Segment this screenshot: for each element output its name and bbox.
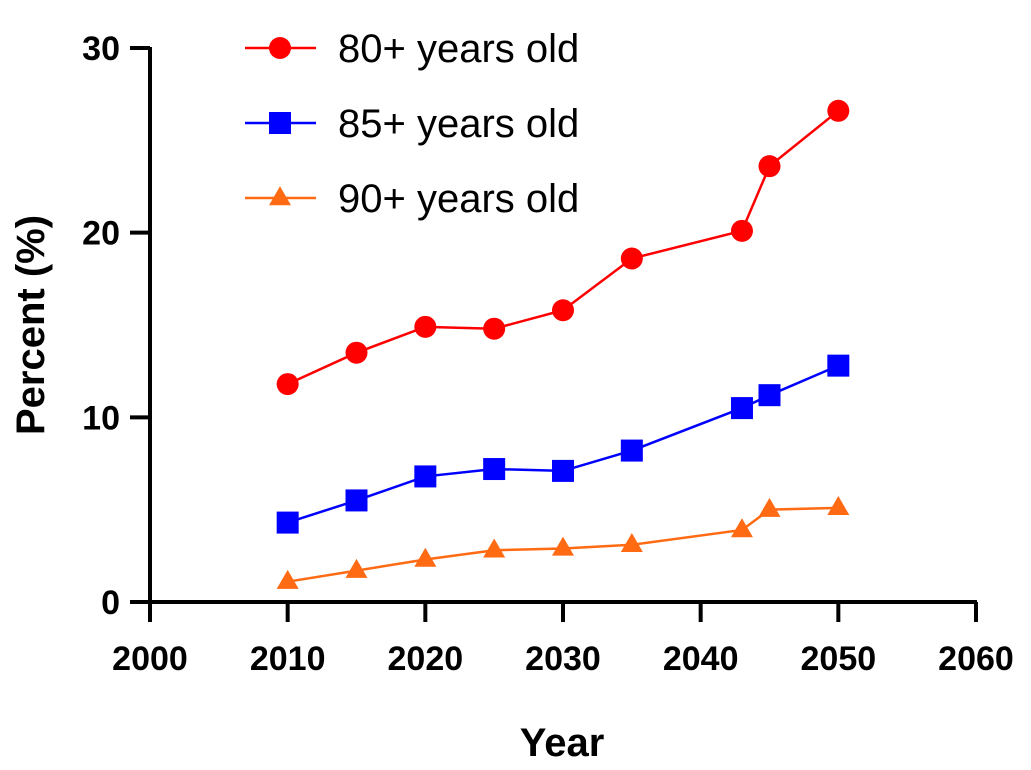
- legend-label: 85+ years old: [338, 102, 579, 146]
- legend-marker: [269, 112, 291, 134]
- data-point: [345, 489, 368, 512]
- series-2: [276, 354, 850, 534]
- x-tick-label: 2020: [388, 640, 464, 678]
- data-point: [827, 496, 850, 516]
- legend: 80+ years old 85+ years old 90+ years old: [245, 27, 579, 221]
- data-point: [730, 219, 753, 242]
- x-tick-label: 2030: [525, 640, 601, 678]
- legend-item-2: 85+ years old: [245, 102, 579, 146]
- data-point: [414, 315, 437, 338]
- data-point: [276, 511, 299, 534]
- legend-label: 90+ years old: [338, 177, 579, 221]
- data-point: [620, 439, 643, 462]
- data-point: [345, 341, 368, 364]
- legend-item-1: 80+ years old: [245, 27, 579, 71]
- y-tick-label: 20: [82, 215, 120, 253]
- data-point: [730, 518, 753, 538]
- data-point: [552, 536, 574, 556]
- y-axis-title: Percent (%): [9, 215, 53, 435]
- data-point: [414, 465, 437, 488]
- data-point: [483, 317, 506, 340]
- data-point: [758, 155, 781, 178]
- series-3: [276, 496, 850, 589]
- data-point: [552, 299, 574, 322]
- data-point: [483, 538, 506, 558]
- data-point: [758, 384, 781, 407]
- series-line: [287, 364, 839, 524]
- legend-item-3: 90+ years old: [245, 177, 579, 221]
- x-tick-label: 2060: [938, 640, 1014, 678]
- data-point: [414, 547, 437, 567]
- y-tick-label: 10: [82, 399, 120, 437]
- data-point: [827, 99, 850, 122]
- x-tick-label: 2000: [112, 640, 188, 678]
- data-point: [552, 459, 574, 482]
- legend-label: 80+ years old: [338, 27, 579, 71]
- x-tick-label: 2040: [663, 640, 739, 678]
- data-point: [345, 558, 368, 578]
- data-point: [276, 569, 299, 589]
- legend-marker: [269, 186, 291, 206]
- x-tick-label: 2050: [801, 640, 877, 678]
- data-point: [730, 397, 753, 420]
- x-axis-title: Year: [520, 721, 605, 765]
- y-tick-label: 30: [82, 30, 120, 68]
- series-layer: [276, 99, 850, 589]
- series-1: [276, 99, 850, 396]
- legend-marker: [269, 37, 291, 59]
- y-tick-label: 0: [101, 584, 120, 622]
- data-point: [827, 354, 850, 377]
- x-tick-label: 2010: [250, 640, 326, 678]
- series-line: [287, 109, 840, 386]
- data-point: [758, 497, 781, 517]
- data-point: [620, 247, 643, 270]
- data-point: [276, 373, 299, 396]
- data-point: [620, 532, 643, 552]
- data-point: [483, 458, 506, 481]
